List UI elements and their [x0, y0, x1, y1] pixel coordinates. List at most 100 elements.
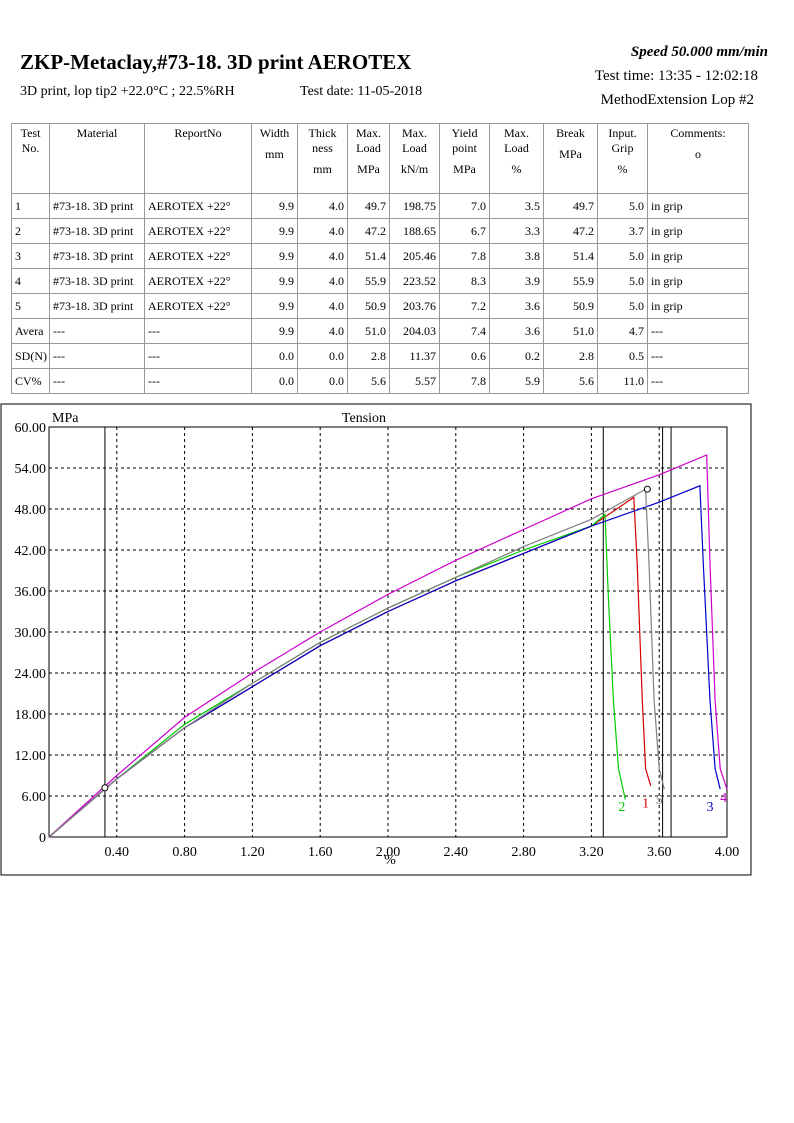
table-cell: 5 [11, 293, 50, 319]
table-cell: 7.0 [439, 193, 490, 219]
test-date: Test date: 11-05-2018 [300, 84, 423, 99]
column-name: Width [259, 126, 290, 140]
table-cell: 11.37 [389, 343, 440, 369]
column-name: Test No. [20, 126, 41, 155]
table-cell: 3.6 [489, 293, 544, 319]
column-header: Break MPa [543, 123, 598, 194]
table-cell: #73-18. 3D print [49, 268, 145, 294]
column-unit: MPa [453, 162, 476, 176]
table-cell: SD(N) [11, 343, 50, 369]
column-name: Max. Load [504, 126, 529, 155]
series-end-label: 5 [656, 793, 663, 808]
column-name: Thick ness [308, 126, 337, 155]
table-cell: 51.0 [543, 318, 598, 344]
column-header: Max. Load% [489, 123, 544, 194]
column-header: Thick ness mm [297, 123, 348, 194]
table-cell: AEROTEX +22° [144, 243, 252, 269]
table-cell: 3.9 [489, 268, 544, 294]
table-cell: 4.0 [297, 218, 348, 244]
series-end-label: 1 [642, 796, 649, 811]
table-row: CV% --- --- 0.0 0.0 5.6 5.57 7.8 5.9 5.6 11.0 --- [11, 368, 749, 394]
table-cell: 7.4 [439, 318, 490, 344]
grid [49, 427, 727, 837]
x-tick-label: 2.80 [511, 845, 536, 860]
table-cell: 223.52 [389, 268, 440, 294]
table-cell: 6.7 [439, 218, 490, 244]
table-cell: 50.9 [543, 293, 598, 319]
chart-title: Tension [342, 411, 386, 426]
table-cell: 3.6 [489, 318, 544, 344]
table-row: SD(N) --- --- 0.0 0.0 2.8 11.37 0.6 0.2 2.8 0.5 --- [11, 343, 749, 369]
y-tick-label: 12.00 [15, 749, 47, 764]
table-cell: 47.2 [347, 218, 390, 244]
table-cell: --- [144, 368, 252, 394]
table-cell: 4 [11, 268, 50, 294]
column-header: Max. Load kN/m [389, 123, 440, 194]
table-cell: --- [49, 368, 145, 394]
table-row: 3 #73-18. 3D print AEROTEX +22° 9.9 4.0 51.4 2… [11, 243, 749, 269]
data-marker [643, 485, 651, 493]
table-cell: 2 [11, 218, 50, 244]
column-name: ReportNo [174, 126, 222, 140]
table-cell: 7.8 [439, 368, 490, 394]
table-header-row: Test No. Material ReportNo Width mm Thick nes… [11, 123, 749, 194]
table-cell: 9.9 [251, 193, 298, 219]
table-cell: 3 [11, 243, 50, 269]
column-header: Comments: o [647, 123, 749, 194]
vertical-markers [104, 427, 672, 837]
table-cell: 9.9 [251, 293, 298, 319]
table-cell: 11.0 [597, 368, 648, 394]
column-unit: mm [265, 147, 284, 161]
column-header: Width mm [251, 123, 298, 194]
table-cell: 51.4 [543, 243, 598, 269]
table-cell: AEROTEX +22° [144, 193, 252, 219]
y-tick-label: 60.00 [15, 421, 47, 436]
table-cell: 7.2 [439, 293, 490, 319]
table-cell: in grip [647, 243, 749, 269]
column-header: Yield point MPa [439, 123, 490, 194]
x-tick-label: 1.20 [240, 845, 265, 860]
column-unit: mm [313, 162, 332, 176]
table-cell: AEROTEX +22° [144, 218, 252, 244]
x-tick-label: 4.00 [715, 845, 740, 860]
table-cell: 5.0 [597, 268, 648, 294]
table-cell: 9.9 [251, 218, 298, 244]
y-tick-label: 42.00 [15, 544, 47, 559]
table-cell: #73-18. 3D print [49, 293, 145, 319]
table-cell: 0.2 [489, 343, 544, 369]
table-cell: #73-18. 3D print [49, 218, 145, 244]
table-cell: 203.76 [389, 293, 440, 319]
table-cell: 0.0 [251, 368, 298, 394]
column-header: Test No. [11, 123, 50, 194]
table-cell: 9.9 [251, 268, 298, 294]
table-cell: in grip [647, 193, 749, 219]
table-cell: 5.0 [597, 193, 648, 219]
table-cell: 3.7 [597, 218, 648, 244]
table-cell: 55.9 [347, 268, 390, 294]
y-tick-label: 6.00 [22, 790, 47, 805]
column-unit: MPa [357, 162, 380, 176]
series-group [48, 454, 728, 838]
column-unit: % [617, 162, 628, 176]
table-cell: 4.7 [597, 318, 648, 344]
table-body: 1 #73-18. 3D print AEROTEX +22° 9.9 4.0 49.7 1… [11, 193, 749, 394]
table-cell: 0.5 [597, 343, 648, 369]
table-cell: in grip [647, 293, 749, 319]
data-marker [101, 784, 109, 792]
table-cell: 0.0 [297, 343, 348, 369]
table-cell: 205.46 [389, 243, 440, 269]
series-line-2 [48, 513, 626, 838]
report-subtitle: 3D print, lop tip2 +22.0°C ; 22.5%RH [20, 84, 235, 99]
table-cell: 3.5 [489, 193, 544, 219]
table-cell: 9.9 [251, 318, 298, 344]
x-tick-label: 3.60 [647, 845, 672, 860]
y-tick-label: 24.00 [15, 667, 47, 682]
column-name: Comments: [670, 126, 726, 140]
column-header: Material [49, 123, 145, 194]
table-cell: --- [647, 368, 749, 394]
table-cell: 51.0 [347, 318, 390, 344]
table-cell: 49.7 [543, 193, 598, 219]
series-end-label: 2 [618, 800, 625, 815]
column-header: ReportNo [144, 123, 252, 194]
table-cell: --- [49, 318, 145, 344]
